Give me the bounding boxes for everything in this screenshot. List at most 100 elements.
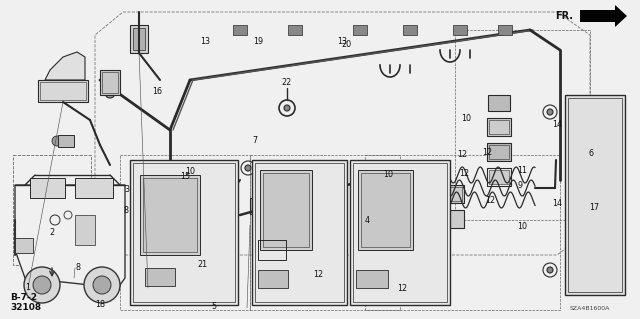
Bar	[565, 95, 625, 295]
Text: 12: 12	[485, 196, 495, 205]
Bar	[487, 143, 511, 161]
Circle shape	[547, 267, 553, 273]
Circle shape	[260, 246, 268, 254]
Circle shape	[24, 267, 60, 303]
Circle shape	[163, 272, 173, 282]
Text: 10: 10	[517, 222, 527, 231]
Bar	[15, 238, 33, 253]
Text: 32108: 32108	[10, 303, 41, 313]
Text: 6: 6	[589, 149, 594, 158]
Bar	[120, 155, 250, 310]
Text: 13: 13	[337, 37, 348, 46]
Bar	[140, 175, 200, 255]
Circle shape	[276, 290, 286, 300]
Text: 5: 5	[211, 302, 216, 311]
Bar	[487, 118, 511, 136]
Bar	[353, 25, 367, 35]
Bar	[453, 25, 467, 35]
Text: 13: 13	[200, 37, 210, 46]
Text: 21: 21	[197, 260, 207, 269]
Circle shape	[52, 136, 62, 146]
Bar	[180, 170, 194, 192]
Polygon shape	[15, 185, 125, 285]
Text: 7: 7	[253, 136, 258, 145]
Text: 11: 11	[517, 167, 527, 175]
Text: 12: 12	[482, 148, 492, 157]
Bar	[488, 95, 510, 111]
Text: FR.: FR.	[555, 11, 573, 21]
Polygon shape	[45, 52, 85, 80]
Bar	[30, 178, 65, 198]
Bar	[489, 170, 509, 184]
Text: 2: 2	[49, 228, 54, 237]
Bar	[442, 187, 462, 201]
Bar	[260, 170, 312, 250]
Bar	[160, 190, 202, 255]
Bar	[40, 82, 86, 100]
Polygon shape	[580, 5, 627, 27]
Bar	[258, 240, 286, 260]
Circle shape	[547, 109, 553, 115]
Bar	[455, 30, 590, 220]
Text: 19: 19	[253, 37, 263, 46]
Text: 1: 1	[26, 283, 31, 292]
Circle shape	[263, 274, 273, 284]
Bar	[255, 163, 344, 302]
Bar	[440, 185, 464, 203]
Bar	[133, 163, 235, 302]
Text: 16: 16	[152, 87, 162, 96]
Text: SZA4B1600A: SZA4B1600A	[570, 306, 611, 310]
Text: 15: 15	[180, 172, 191, 181]
Circle shape	[245, 165, 251, 171]
Text: 17: 17	[589, 203, 599, 212]
Text: 12: 12	[397, 284, 407, 293]
Bar	[13, 155, 91, 265]
Circle shape	[170, 290, 180, 300]
Text: 3: 3	[125, 185, 130, 194]
Circle shape	[150, 272, 160, 282]
Bar	[489, 145, 509, 159]
Text: 8: 8	[124, 206, 129, 215]
Bar	[163, 193, 199, 252]
Text: 10: 10	[186, 167, 196, 176]
Circle shape	[284, 105, 290, 111]
Circle shape	[361, 274, 371, 284]
Bar	[130, 160, 238, 305]
Circle shape	[374, 290, 384, 300]
Bar	[102, 72, 118, 93]
Text: 10: 10	[461, 114, 471, 122]
Text: 8: 8	[76, 263, 81, 272]
Circle shape	[591, 181, 599, 189]
Circle shape	[591, 218, 599, 226]
Text: 10: 10	[383, 170, 393, 179]
Text: 14: 14	[552, 120, 562, 129]
Bar	[568, 98, 622, 292]
Bar	[252, 200, 270, 212]
Circle shape	[591, 251, 599, 259]
Bar	[38, 80, 88, 102]
Bar	[58, 135, 74, 147]
Bar	[250, 198, 272, 214]
Text: 22: 22	[282, 78, 292, 87]
Bar	[75, 215, 95, 245]
Circle shape	[84, 267, 120, 303]
Bar	[130, 25, 148, 53]
Bar	[133, 28, 145, 50]
Bar	[498, 25, 512, 35]
Bar	[390, 215, 410, 229]
Text: 12: 12	[458, 150, 468, 159]
Text: 12: 12	[460, 169, 470, 178]
Text: 14: 14	[552, 199, 562, 208]
Bar	[145, 268, 175, 286]
Bar	[487, 168, 511, 186]
Bar	[361, 173, 410, 247]
Circle shape	[207, 275, 213, 281]
Bar	[358, 170, 413, 250]
Bar	[182, 172, 192, 190]
Bar	[365, 155, 560, 310]
Circle shape	[591, 144, 599, 152]
Circle shape	[33, 276, 51, 294]
Bar	[100, 70, 120, 95]
Text: 12: 12	[314, 271, 324, 279]
Circle shape	[105, 88, 115, 98]
